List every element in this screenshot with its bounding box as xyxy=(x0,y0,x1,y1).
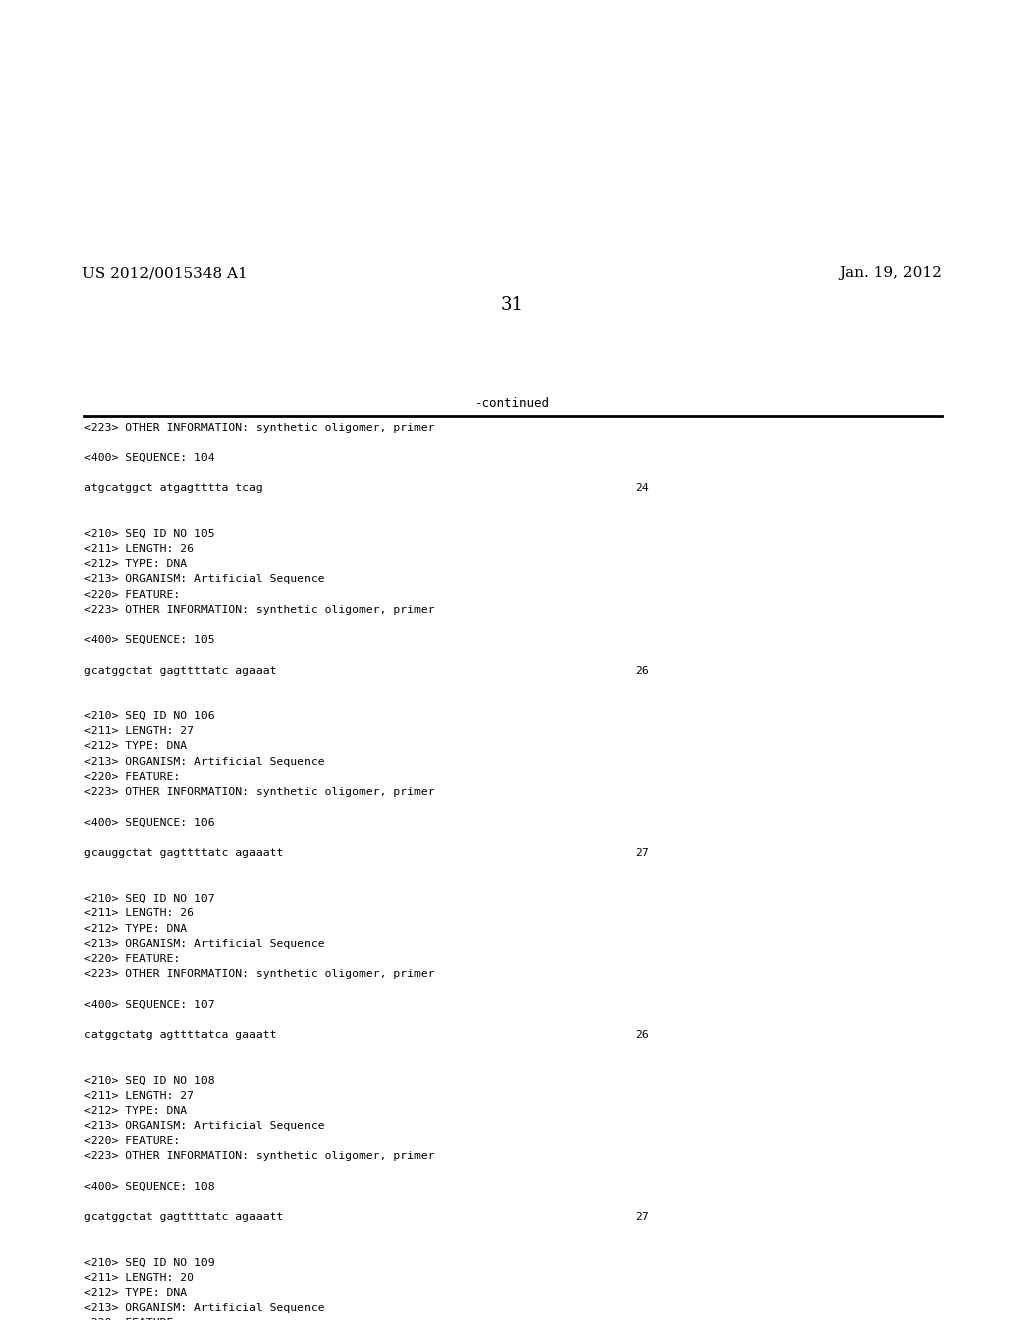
Text: <213> ORGANISM: Artificial Sequence: <213> ORGANISM: Artificial Sequence xyxy=(84,756,325,767)
Text: <211> LENGTH: 26: <211> LENGTH: 26 xyxy=(84,544,194,554)
Text: gcatggctat gagttttatc agaaat: gcatggctat gagttttatc agaaat xyxy=(84,665,276,676)
Text: <220> FEATURE:: <220> FEATURE: xyxy=(84,590,180,599)
Text: <400> SEQUENCE: 106: <400> SEQUENCE: 106 xyxy=(84,817,215,828)
Text: <211> LENGTH: 20: <211> LENGTH: 20 xyxy=(84,1272,194,1283)
Text: <223> OTHER INFORMATION: synthetic oligomer, primer: <223> OTHER INFORMATION: synthetic oligo… xyxy=(84,969,434,979)
Text: <400> SEQUENCE: 108: <400> SEQUENCE: 108 xyxy=(84,1181,215,1192)
Text: <213> ORGANISM: Artificial Sequence: <213> ORGANISM: Artificial Sequence xyxy=(84,939,325,949)
Text: <213> ORGANISM: Artificial Sequence: <213> ORGANISM: Artificial Sequence xyxy=(84,574,325,585)
Text: <210> SEQ ID NO 107: <210> SEQ ID NO 107 xyxy=(84,894,215,903)
Text: <211> LENGTH: 27: <211> LENGTH: 27 xyxy=(84,726,194,737)
Text: <212> TYPE: DNA: <212> TYPE: DNA xyxy=(84,1288,187,1298)
Text: <211> LENGTH: 26: <211> LENGTH: 26 xyxy=(84,908,194,919)
Text: 26: 26 xyxy=(635,1030,648,1040)
Text: 24: 24 xyxy=(635,483,648,494)
Text: <223> OTHER INFORMATION: synthetic oligomer, primer: <223> OTHER INFORMATION: synthetic oligo… xyxy=(84,605,434,615)
Text: <212> TYPE: DNA: <212> TYPE: DNA xyxy=(84,742,187,751)
Text: 27: 27 xyxy=(635,1212,648,1222)
Text: <223> OTHER INFORMATION: synthetic oligomer, primer: <223> OTHER INFORMATION: synthetic oligo… xyxy=(84,422,434,433)
Text: <211> LENGTH: 27: <211> LENGTH: 27 xyxy=(84,1090,194,1101)
Text: <220> FEATURE:: <220> FEATURE: xyxy=(84,1137,180,1146)
Text: <210> SEQ ID NO 105: <210> SEQ ID NO 105 xyxy=(84,529,215,539)
Text: US 2012/0015348 A1: US 2012/0015348 A1 xyxy=(82,267,248,280)
Text: gcatggctat gagttttatc agaaatt: gcatggctat gagttttatc agaaatt xyxy=(84,1212,284,1222)
Text: <212> TYPE: DNA: <212> TYPE: DNA xyxy=(84,924,187,933)
Text: <223> OTHER INFORMATION: synthetic oligomer, primer: <223> OTHER INFORMATION: synthetic oligo… xyxy=(84,1151,434,1162)
Text: Jan. 19, 2012: Jan. 19, 2012 xyxy=(840,267,942,280)
Text: 26: 26 xyxy=(635,665,648,676)
Text: <210> SEQ ID NO 109: <210> SEQ ID NO 109 xyxy=(84,1258,215,1267)
Text: <210> SEQ ID NO 108: <210> SEQ ID NO 108 xyxy=(84,1076,215,1085)
Text: gcauggctat gagttttatc agaaatt: gcauggctat gagttttatc agaaatt xyxy=(84,847,284,858)
Text: <213> ORGANISM: Artificial Sequence: <213> ORGANISM: Artificial Sequence xyxy=(84,1121,325,1131)
Text: <400> SEQUENCE: 105: <400> SEQUENCE: 105 xyxy=(84,635,215,645)
Text: <220> FEATURE:: <220> FEATURE: xyxy=(84,1319,180,1320)
Text: <400> SEQUENCE: 104: <400> SEQUENCE: 104 xyxy=(84,453,215,463)
Text: atgcatggct atgagtttta tcag: atgcatggct atgagtttta tcag xyxy=(84,483,263,494)
Text: -continued: -continued xyxy=(474,397,550,411)
Text: <400> SEQUENCE: 107: <400> SEQUENCE: 107 xyxy=(84,999,215,1010)
Text: <220> FEATURE:: <220> FEATURE: xyxy=(84,772,180,781)
Text: <213> ORGANISM: Artificial Sequence: <213> ORGANISM: Artificial Sequence xyxy=(84,1303,325,1313)
Text: catggctatg agttttatca gaaatt: catggctatg agttttatca gaaatt xyxy=(84,1030,276,1040)
Text: 31: 31 xyxy=(501,296,523,314)
Text: <210> SEQ ID NO 106: <210> SEQ ID NO 106 xyxy=(84,711,215,721)
Text: <212> TYPE: DNA: <212> TYPE: DNA xyxy=(84,1106,187,1115)
Text: <220> FEATURE:: <220> FEATURE: xyxy=(84,954,180,964)
Text: <212> TYPE: DNA: <212> TYPE: DNA xyxy=(84,560,187,569)
Text: <223> OTHER INFORMATION: synthetic oligomer, primer: <223> OTHER INFORMATION: synthetic oligo… xyxy=(84,787,434,797)
Text: 27: 27 xyxy=(635,847,648,858)
